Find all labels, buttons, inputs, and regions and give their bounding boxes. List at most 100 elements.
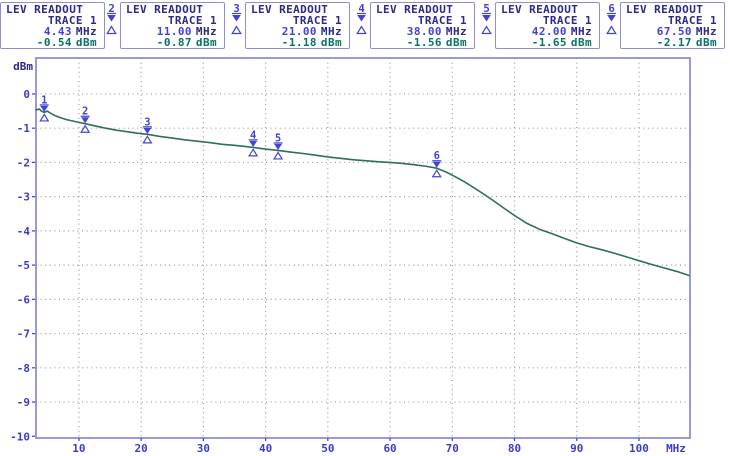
svg-text:5: 5 — [275, 132, 281, 144]
readout-level: -0.54 dBm — [1, 37, 104, 48]
level-unit: dBm — [320, 36, 342, 49]
x-axis-tick-label: 50 — [321, 442, 334, 455]
readout-frequency: 42.00 MHz — [496, 26, 599, 37]
readout-frequency: 11.00 MHz — [121, 26, 224, 37]
level-unit: dBm — [445, 36, 467, 49]
readout-title: LEV READOUT — [251, 3, 329, 16]
readout-title: LEV READOUT — [126, 3, 204, 16]
marker-readout-box: LEV READOUT TRACE 1 42.00 MHz -1.65 dBm — [495, 2, 600, 49]
readout-trace-label: TRACE 1 — [542, 14, 592, 27]
y-axis-tick-label: -4 — [17, 225, 31, 238]
x-axis-tick-label: 30 — [197, 442, 210, 455]
level-value: -1.56 — [406, 36, 442, 49]
frequency-value: 11.00 — [156, 25, 192, 38]
graph-marker-5[interactable]: 5 — [272, 132, 284, 160]
marker-icon-number: 5 — [483, 2, 490, 15]
frequency-unit: MHz — [320, 25, 342, 38]
y-axis-tick-label: -3 — [17, 191, 30, 204]
readout-trace-label: TRACE 1 — [667, 14, 717, 27]
readout-trace-label: TRACE 1 — [292, 14, 342, 27]
level-value: -1.18 — [281, 36, 317, 49]
x-axis-tick-label: 90 — [570, 442, 583, 455]
marker-2-icon: 2 — [106, 2, 117, 35]
frequency-value: 21.00 — [281, 25, 317, 38]
x-axis-tick-label: 80 — [508, 442, 521, 455]
readout-title: LEV READOUT — [6, 3, 84, 16]
level-value: -1.65 — [531, 36, 567, 49]
marker-6-icon: 6 — [606, 2, 617, 35]
marker-icon-number: 2 — [108, 2, 115, 15]
svg-text:2: 2 — [82, 106, 88, 118]
marker-readout-box: LEV READOUT TRACE 1 38.00 MHz -1.56 dBm — [370, 2, 475, 49]
x-axis-tick-label: 60 — [383, 442, 396, 455]
marker-5-icon: 5 — [481, 2, 492, 35]
level-unit: dBm — [695, 36, 717, 49]
readout-level: -1.18 dBm — [246, 37, 349, 48]
marker-readout-box: LEV READOUT TRACE 1 67.50 MHz -2.17 dBm — [620, 2, 725, 49]
trace-line — [35, 108, 690, 277]
marker-icon-number: 6 — [608, 2, 615, 15]
graph-marker-6[interactable]: 6 — [431, 150, 442, 178]
x-axis-tick-label: 40 — [259, 442, 272, 455]
marker-3-icon: 3 — [231, 2, 242, 35]
readout-trace-label: TRACE 1 — [417, 14, 467, 27]
level-value: -0.87 — [156, 36, 192, 49]
svg-text:6: 6 — [434, 150, 440, 162]
level-unit: dBm — [570, 36, 592, 49]
frequency-value: 42.00 — [531, 25, 567, 38]
readout-frequency: 67.50 MHz — [621, 26, 724, 37]
svg-text:3: 3 — [144, 116, 150, 128]
x-axis-tick-label: 100 — [629, 442, 649, 455]
x-axis-tick-label: 10 — [72, 442, 85, 455]
graph-marker-1[interactable]: 1 — [39, 94, 50, 122]
marker-readout-box: LEV READOUT TRACE 1 11.00 MHz -0.87 dBm — [120, 2, 225, 49]
frequency-unit: MHz — [75, 25, 97, 38]
frequency-unit: MHz — [570, 25, 592, 38]
frequency-unit: MHz — [695, 25, 717, 38]
readout-level: -2.17 dBm — [621, 37, 724, 48]
x-axis-tick-label: 20 — [135, 442, 148, 455]
frequency-value: 38.00 — [406, 25, 442, 38]
readout-title: LEV READOUT — [626, 3, 704, 16]
readout-level: -0.87 dBm — [121, 37, 224, 48]
y-axis-tick-label: -10 — [10, 430, 30, 443]
marker-readout-box: LEV READOUT TRACE 1 4.43 MHz -0.54 dBm — [0, 2, 105, 49]
graph-marker-3[interactable]: 3 — [142, 116, 153, 144]
y-axis-tick-label: -7 — [17, 328, 30, 341]
level-value: -2.17 — [656, 36, 692, 49]
frequency-unit: MHz — [195, 25, 217, 38]
level-unit: dBm — [75, 36, 97, 49]
readout-level: -1.56 dBm — [371, 37, 474, 48]
marker-4-icon: 4 — [356, 2, 367, 35]
readout-title: LEV READOUT — [376, 3, 454, 16]
readout-trace-label: TRACE 1 — [167, 14, 217, 27]
readout-trace-label: TRACE 1 — [47, 14, 97, 27]
readout-frequency: 4.43 MHz — [1, 26, 104, 37]
x-axis-unit-label: MHz — [666, 442, 686, 455]
readout-frequency: 21.00 MHz — [246, 26, 349, 37]
y-axis-tick-label: -8 — [17, 362, 30, 375]
marker-icon-number: 4 — [358, 2, 365, 15]
svg-text:1: 1 — [41, 94, 47, 106]
graph-marker-4[interactable]: 4 — [248, 129, 259, 157]
readout-title: LEV READOUT — [501, 3, 579, 16]
y-axis-tick-label: -5 — [17, 259, 30, 272]
graph-marker-2[interactable]: 2 — [80, 106, 91, 133]
y-axis-tick-label: 0 — [23, 88, 30, 101]
readout-frequency: 38.00 MHz — [371, 26, 474, 37]
y-axis-tick-label: -9 — [17, 396, 30, 409]
x-axis-tick-label: 70 — [446, 442, 459, 455]
level-unit: dBm — [195, 36, 217, 49]
level-value: -0.54 — [36, 36, 72, 49]
y-axis-tick-label: -6 — [17, 293, 31, 306]
frequency-value: 4.43 — [43, 25, 72, 38]
frequency-value: 67.50 — [656, 25, 692, 38]
frequency-unit: MHz — [445, 25, 467, 38]
marker-readout-box: LEV READOUT TRACE 1 21.00 MHz -1.18 dBm — [245, 2, 350, 49]
y-axis-tick-label: -1 — [17, 122, 31, 135]
y-axis-tick-label: -2 — [17, 156, 30, 169]
plot-border — [35, 57, 691, 439]
readout-level: -1.65 dBm — [496, 37, 599, 48]
